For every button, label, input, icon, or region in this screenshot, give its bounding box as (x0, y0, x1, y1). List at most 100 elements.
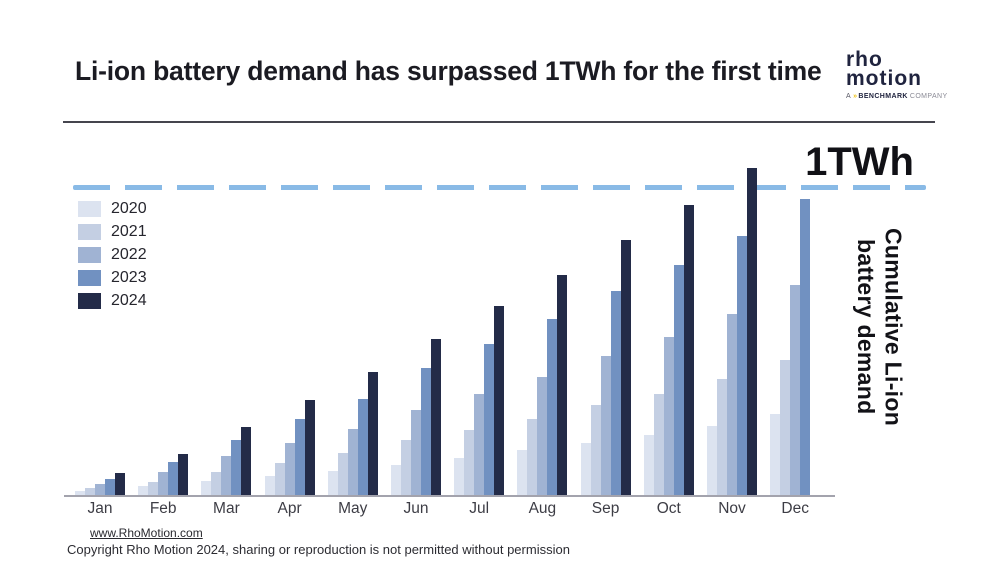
bar-2022-oct (663, 337, 674, 496)
threshold-label: 1TWh (805, 140, 914, 184)
legend-label-2020: 2020 (111, 200, 147, 217)
bar-2020-feb (138, 486, 149, 496)
bar-2024-jun (431, 339, 441, 496)
bar-2021-apr (274, 463, 285, 496)
bar-2021-jun (401, 440, 411, 496)
y-axis-title-line1: Cumulative Li-ion (880, 227, 907, 427)
bar-2022-feb (158, 472, 169, 496)
x-axis-label-nov: Nov (718, 500, 746, 517)
logo-word-motion: motion (846, 67, 922, 91)
logo-word-rho: rho (846, 48, 883, 71)
legend-item-2020: 2020 (78, 200, 147, 217)
bar-2021-sep (590, 405, 601, 496)
bar-group-oct (643, 205, 694, 496)
bar-2020-oct (643, 435, 654, 496)
bar-2024-feb (178, 454, 189, 496)
legend-item-2024: 2024 (78, 292, 147, 309)
bar-2023-aug (547, 319, 558, 496)
bar-2022-nov (727, 314, 737, 496)
bar-2022-aug (537, 377, 548, 496)
bar-group-nov (707, 168, 757, 496)
bar-2023-jul (484, 344, 495, 496)
bar-2020-dec (770, 414, 781, 496)
bar-2022-may (347, 429, 358, 496)
x-axis-label-may: May (338, 500, 368, 517)
rho-motion-logo: rho motion A »BENCHMARK COMPANY (846, 48, 956, 100)
x-axis-label-mar: Mar (213, 500, 240, 517)
bar-2021-dec (780, 360, 791, 496)
bar-2023-sep (610, 291, 621, 496)
bar-2020-jun (391, 465, 401, 496)
website-link[interactable]: www.RhoMotion.com (90, 526, 203, 540)
bar-2022-jul (474, 394, 485, 496)
bar-group-jan (75, 473, 125, 496)
bar-group-may (327, 372, 378, 496)
x-axis-label-jan: Jan (87, 500, 113, 517)
bar-2023-dec (800, 199, 811, 496)
x-axis-label-apr: Apr (277, 500, 302, 517)
legend-swatch-2024 (78, 293, 101, 309)
bar-2023-nov (737, 236, 747, 496)
legend-label-2024: 2024 (111, 292, 147, 309)
x-axis-labels: Jan Feb Mar Apr May Jun Jul Aug Sep Oct Nov Dec (0, 500, 1000, 520)
bar-group-aug (517, 275, 568, 496)
bar-2024-apr (304, 400, 315, 496)
bar-2020-mar (201, 481, 212, 496)
bar-2022-sep (600, 356, 611, 496)
bar-2024-jul (494, 306, 505, 496)
bar-2020-aug (517, 450, 528, 496)
bar-2021-aug (527, 419, 538, 496)
bar-2022-mar (221, 456, 232, 496)
x-axis-label-jun: Jun (403, 500, 429, 517)
bar-2024-may (367, 372, 378, 496)
x-axis-line (64, 495, 835, 497)
bar-group-jun (391, 339, 441, 496)
y-axis-title-line2: battery demand (853, 239, 880, 415)
x-axis-label-sep: Sep (591, 500, 620, 517)
bar-2023-oct (673, 265, 684, 496)
header-divider (63, 121, 935, 123)
legend-item-2021: 2021 (78, 223, 147, 240)
bar-2021-jul (464, 430, 475, 496)
bar-2023-jan (105, 479, 115, 496)
bar-2020-may (327, 471, 338, 496)
bar-2022-jan (95, 484, 105, 496)
bar-2023-mar (231, 440, 242, 496)
threshold-dashed-line (73, 185, 926, 190)
bar-chart-plot (68, 148, 832, 496)
tagline-suffix: COMPANY (909, 92, 948, 100)
legend-swatch-2023 (78, 270, 101, 286)
bar-2020-apr (264, 476, 275, 496)
bar-2021-oct (653, 394, 664, 496)
legend-swatch-2020 (78, 201, 101, 217)
y-axis-title: Cumulative Li-ion battery demand (852, 202, 906, 452)
legend-swatch-2022 (78, 247, 101, 263)
bar-group-sep (580, 240, 631, 496)
x-axis-label-oct: Oct (656, 500, 681, 517)
bar-2020-jul (454, 458, 465, 496)
x-axis-label-aug: Aug (528, 500, 557, 517)
bar-2024-mar (241, 427, 252, 496)
legend-swatch-2021 (78, 224, 101, 240)
bar-2021-mar (211, 472, 222, 496)
logo-tagline: A »BENCHMARK COMPANY (846, 93, 956, 100)
bar-2023-may (357, 399, 368, 496)
bar-2020-jan (75, 491, 85, 496)
bar-2024-sep (620, 240, 631, 496)
legend-label-2021: 2021 (111, 223, 147, 240)
bar-group-jul (454, 306, 505, 496)
copyright-text: Copyright Rho Motion 2024, sharing or re… (67, 542, 570, 557)
bar-2021-jan (85, 488, 95, 496)
legend-item-2023: 2023 (78, 269, 147, 286)
x-axis-label-feb: Feb (149, 500, 177, 517)
bar-2024-nov (747, 168, 757, 496)
bar-2021-feb (148, 482, 159, 496)
bar-2023-feb (168, 462, 179, 496)
bar-2024-jan (115, 473, 125, 496)
bar-group-dec (770, 199, 811, 496)
bar-2021-nov (717, 379, 727, 496)
bar-2020-sep (580, 443, 591, 496)
tagline-brand: BENCHMARK (858, 92, 908, 100)
legend-item-2022: 2022 (78, 246, 147, 263)
bar-group-apr (264, 400, 315, 496)
